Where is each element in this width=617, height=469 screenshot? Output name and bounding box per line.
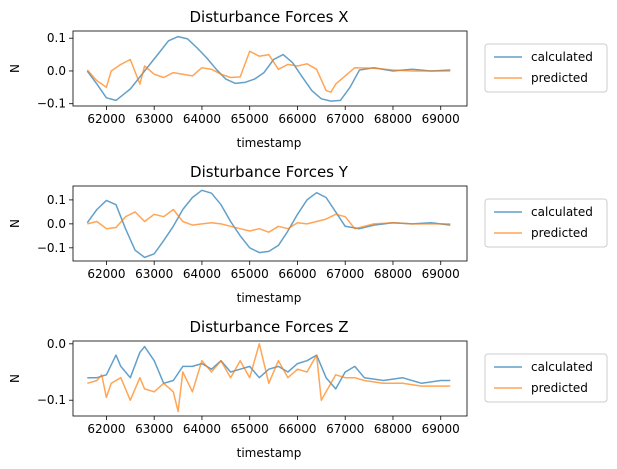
legend-frame xyxy=(484,353,608,403)
x-tick-label: 62000 xyxy=(87,112,125,126)
x-tick-label: 65000 xyxy=(231,267,269,281)
x-tick-label: 67000 xyxy=(326,422,364,436)
x-tick-label: 69000 xyxy=(422,422,460,436)
x-tick-label: 62000 xyxy=(87,267,125,281)
plot-area-frame xyxy=(72,30,468,107)
legend-frame xyxy=(484,198,608,248)
legend: calculated predicted xyxy=(484,43,608,93)
legend-label-predicted: predicted xyxy=(531,381,588,395)
legend: calculated predicted xyxy=(484,353,608,403)
legend-label-calculated: calculated xyxy=(531,360,593,374)
x-tick-label: 69000 xyxy=(422,112,460,126)
x-tick-label: 63000 xyxy=(135,267,173,281)
x-tick-label: 63000 xyxy=(135,422,173,436)
y-axis-label: N xyxy=(8,374,22,383)
subplot-x: Disturbance Forces X 62000 63000 64000 6500… xyxy=(8,8,608,150)
x-tick-label: 66000 xyxy=(278,422,316,436)
subplot-z: Disturbance Forces Z 62000 63000 64000 6500… xyxy=(8,318,608,460)
x-tick-label: 65000 xyxy=(231,422,269,436)
x-tick-label: 66000 xyxy=(278,267,316,281)
y-tick-label: −0.1 xyxy=(37,97,66,111)
x-tick-label: 64000 xyxy=(183,112,221,126)
plot-area-frame xyxy=(72,340,468,417)
series-line-calculated xyxy=(86,189,451,259)
legend-label-calculated: calculated xyxy=(531,50,593,64)
y-tick-label: −0.1 xyxy=(37,393,66,407)
y-tick-label: 0.1 xyxy=(47,31,66,45)
x-axis-label: timestamp xyxy=(237,291,302,305)
series-line-predicted xyxy=(86,50,451,93)
x-tick-label: 62000 xyxy=(87,422,125,436)
plot-area-frame xyxy=(72,185,468,262)
y-tick-label: 0.1 xyxy=(47,193,66,207)
x-axis-label: timestamp xyxy=(237,446,302,460)
subplot-title: Disturbance Forces Y xyxy=(190,163,349,181)
x-tick-label: 68000 xyxy=(374,267,412,281)
series-line-predicted xyxy=(87,208,451,233)
y-axis-label: N xyxy=(8,219,22,228)
x-tick-label: 65000 xyxy=(231,112,269,126)
y-axis-label: N xyxy=(8,64,22,73)
legend: calculated predicted xyxy=(484,198,608,248)
y-tick-label: −0.1 xyxy=(37,241,66,255)
x-tick-label: 64000 xyxy=(183,267,221,281)
x-tick-label: 66000 xyxy=(278,112,316,126)
legend-frame xyxy=(484,43,608,93)
y-tick-label: 0.0 xyxy=(47,337,66,351)
x-axis-label: timestamp xyxy=(237,136,302,150)
legend-label-predicted: predicted xyxy=(531,71,588,85)
x-tick-label: 67000 xyxy=(326,112,364,126)
x-tick-label: 67000 xyxy=(326,267,364,281)
series-line-calculated xyxy=(86,35,451,102)
y-tick-label: 0.0 xyxy=(47,64,66,78)
x-tick-label: 64000 xyxy=(183,422,221,436)
series-line-predicted xyxy=(87,343,451,413)
subplot-title: Disturbance Forces Z xyxy=(190,318,349,336)
subplot-y: Disturbance Forces Y 62000 63000 64000 6500… xyxy=(8,163,608,305)
legend-label-calculated: calculated xyxy=(531,205,593,219)
x-tick-label: 63000 xyxy=(135,112,173,126)
legend-label-predicted: predicted xyxy=(531,226,588,240)
x-tick-label: 68000 xyxy=(374,422,412,436)
x-tick-label: 69000 xyxy=(422,267,460,281)
y-tick-label: 0.0 xyxy=(47,217,66,231)
x-tick-label: 68000 xyxy=(374,112,412,126)
subplot-title: Disturbance Forces X xyxy=(190,8,349,26)
